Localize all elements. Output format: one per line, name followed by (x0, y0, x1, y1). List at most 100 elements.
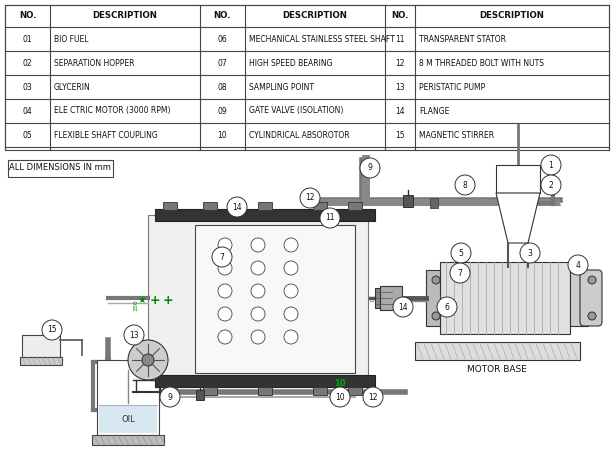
Bar (99, 405, 157, 433)
Text: +: + (163, 293, 173, 306)
Text: 150: 150 (133, 299, 139, 311)
Circle shape (42, 320, 62, 340)
Text: 3: 3 (527, 248, 532, 257)
Circle shape (218, 307, 232, 321)
Bar (258, 202, 272, 210)
Circle shape (360, 158, 380, 178)
Text: 10: 10 (335, 393, 345, 401)
Bar (362, 155, 370, 205)
Text: CYLINDRICAL ABSOROTOR: CYLINDRICAL ABSOROTOR (249, 130, 349, 139)
Circle shape (432, 276, 440, 284)
Text: TRANSPARENT STATOR: TRANSPARENT STATOR (419, 35, 506, 44)
Text: MOTOR BASE: MOTOR BASE (467, 365, 527, 375)
Text: MECHANICAL STAINLESS STEEL SHAFT: MECHANICAL STAINLESS STEEL SHAFT (249, 35, 395, 44)
Text: 06: 06 (217, 35, 227, 44)
Circle shape (128, 340, 168, 380)
Text: 12: 12 (395, 59, 405, 68)
Bar (155, 375, 375, 387)
Bar (258, 387, 272, 395)
Bar (496, 165, 540, 193)
Text: DESCRIPTION: DESCRIPTION (282, 11, 348, 20)
Text: FLEXIBLE SHAFT COUPLING: FLEXIBLE SHAFT COUPLING (54, 130, 158, 139)
Text: DESCRIPTION: DESCRIPTION (480, 11, 545, 20)
Circle shape (218, 330, 232, 344)
Bar (380, 286, 402, 310)
Text: +: + (150, 293, 160, 306)
Bar (22, 335, 60, 357)
Circle shape (284, 238, 298, 252)
Text: 11: 11 (395, 35, 405, 44)
Text: 09: 09 (217, 107, 227, 115)
Circle shape (227, 197, 247, 217)
Text: 07: 07 (217, 59, 227, 68)
Circle shape (251, 238, 265, 252)
Circle shape (284, 307, 298, 321)
Bar (148, 215, 368, 375)
Text: 5: 5 (459, 248, 464, 257)
Circle shape (541, 155, 561, 175)
Text: GATE VALVE (ISOLATION): GATE VALVE (ISOLATION) (249, 107, 343, 115)
Text: HIGH SPEED BEARING: HIGH SPEED BEARING (249, 59, 333, 68)
Circle shape (520, 243, 540, 263)
Bar (348, 202, 362, 210)
Circle shape (124, 325, 144, 345)
Circle shape (330, 387, 350, 407)
Text: NO.: NO. (391, 11, 409, 20)
Text: 7: 7 (457, 268, 462, 277)
Text: ALL DIMENSIONS IN mm: ALL DIMENSIONS IN mm (9, 163, 111, 173)
Text: 9: 9 (368, 163, 373, 173)
Circle shape (218, 261, 232, 275)
Bar (375, 288, 393, 308)
Text: FLANGE: FLANGE (419, 107, 449, 115)
Text: SEPARATION HOPPER: SEPARATION HOPPER (54, 59, 134, 68)
Text: ★: ★ (138, 295, 146, 305)
Text: 7: 7 (220, 252, 225, 262)
Circle shape (284, 284, 298, 298)
Bar (163, 202, 177, 210)
Circle shape (320, 208, 340, 228)
Bar (195, 225, 355, 373)
Text: 10: 10 (218, 130, 227, 139)
Text: 13: 13 (129, 331, 139, 340)
Polygon shape (496, 193, 540, 243)
Text: 4: 4 (575, 261, 580, 270)
Circle shape (251, 330, 265, 344)
Bar (415, 342, 580, 360)
Bar (20, 357, 62, 365)
Text: 1: 1 (549, 161, 553, 169)
Text: 12: 12 (305, 193, 315, 202)
Circle shape (363, 387, 383, 407)
Circle shape (284, 261, 298, 275)
Bar (203, 387, 217, 395)
Circle shape (588, 312, 596, 320)
FancyBboxPatch shape (580, 270, 602, 326)
Text: 03: 03 (23, 83, 33, 92)
Text: 9: 9 (168, 393, 173, 401)
Text: PERISTATIC PUMP: PERISTATIC PUMP (419, 83, 485, 92)
Text: 15: 15 (47, 326, 57, 335)
Text: GLYCERIN: GLYCERIN (54, 83, 91, 92)
Text: 8: 8 (462, 181, 467, 189)
Circle shape (451, 243, 471, 263)
Text: NO.: NO. (214, 11, 231, 20)
Circle shape (568, 255, 588, 275)
Text: BIO FUEL: BIO FUEL (54, 35, 88, 44)
Bar (203, 202, 217, 210)
Bar (5, 5, 609, 150)
Bar (313, 202, 327, 210)
Bar (348, 387, 362, 395)
Bar (430, 198, 438, 208)
Circle shape (300, 188, 320, 208)
Text: OIL: OIL (121, 415, 135, 424)
Circle shape (432, 312, 440, 320)
Circle shape (284, 330, 298, 344)
Text: 04: 04 (23, 107, 33, 115)
Text: 05: 05 (23, 130, 33, 139)
Circle shape (541, 175, 561, 195)
Circle shape (455, 175, 475, 195)
Text: 11: 11 (325, 213, 335, 222)
Text: 6: 6 (445, 302, 449, 311)
Bar (426, 270, 440, 326)
Circle shape (142, 354, 154, 366)
Text: 2: 2 (549, 181, 553, 189)
